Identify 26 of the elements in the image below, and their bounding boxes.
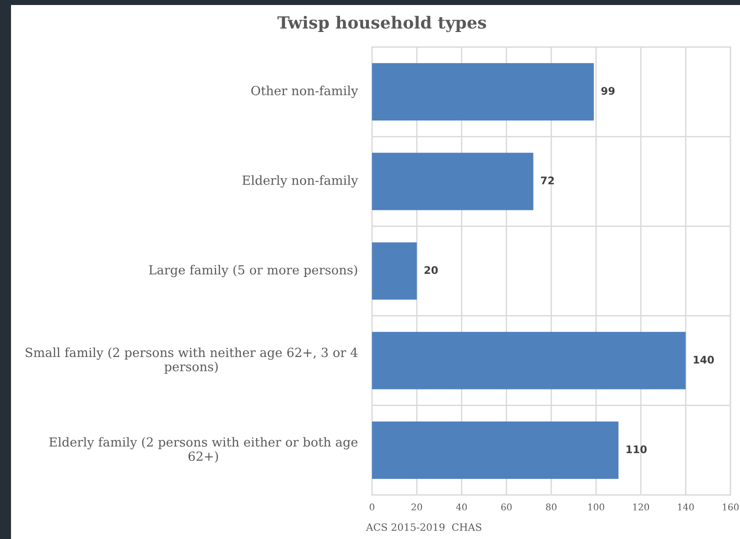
data-label: 72 [540, 176, 554, 184]
bar [372, 152, 534, 210]
data-label: 110 [626, 445, 647, 454]
x-tick-label: 100 [588, 503, 604, 510]
data-label: 20 [424, 266, 438, 274]
bar [372, 242, 417, 300]
chart-title: Twisp household types [277, 16, 486, 32]
x-tick-label: 160 [722, 503, 739, 510]
y-tick-label: Other non-family [251, 86, 358, 98]
x-tick-label: 0 [370, 503, 374, 510]
bar [372, 63, 594, 120]
data-label: 140 [694, 356, 714, 364]
text: ACS 2015-2019 CHAS [366, 523, 482, 531]
y-tick-label: Elderly family (2 persons with either or both age 62+) [49, 437, 358, 463]
x-tick-label: 80 [546, 503, 556, 510]
x-tick-label: 20 [412, 503, 422, 510]
data-label: 99 [601, 86, 615, 95]
y-tick-label: Large family (5 or more persons) [149, 264, 358, 278]
y-tick-label: Elderly non-family [242, 175, 358, 188]
x-tick-label: 40 [456, 503, 467, 510]
bar [372, 332, 686, 390]
x-tick-label: 140 [678, 503, 694, 510]
y-tick-label: Small family (2 persons with neither age 62+, 3 or 4 persons) [26, 347, 358, 374]
x-tick-label: 120 [633, 503, 650, 510]
x-tick-label: 60 [501, 503, 512, 510]
bar [372, 422, 618, 479]
